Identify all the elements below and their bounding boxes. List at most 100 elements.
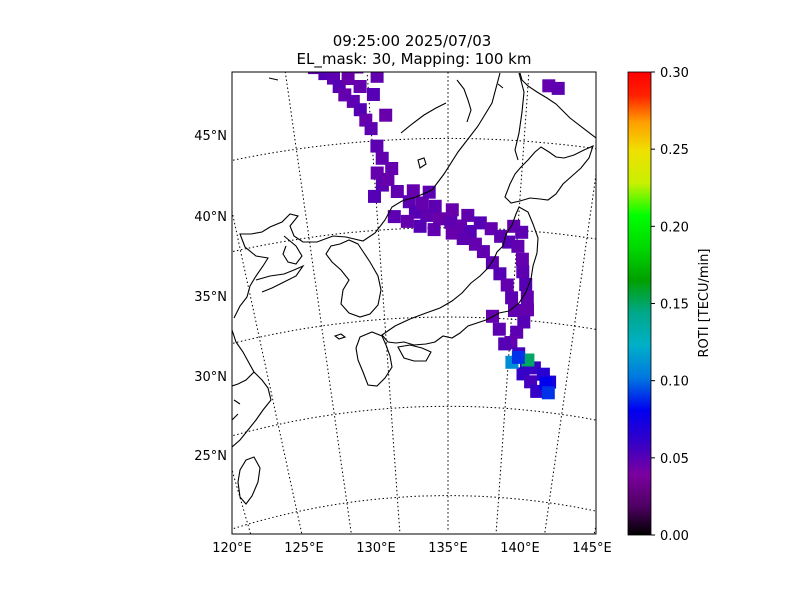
colorbar-label: ROTI [TECU/min] — [697, 249, 712, 358]
y-tick-label: 35°N — [194, 290, 227, 305]
y-tick-label: 45°N — [194, 129, 227, 144]
parallel-line — [232, 316, 596, 345]
roti-cell — [508, 304, 521, 317]
roti-cell — [341, 72, 355, 85]
roti-cell — [353, 103, 367, 117]
coastlines — [232, 72, 596, 505]
coastline-hokkaido — [504, 144, 594, 204]
coastline-bay-outline — [456, 79, 504, 123]
roti-cell — [516, 265, 530, 279]
roti-cell — [242, 53, 255, 66]
roti-cell — [266, 49, 279, 62]
roti-cell — [551, 81, 565, 95]
roti-cell — [492, 322, 506, 336]
roti-cell — [406, 184, 420, 198]
roti-cell — [364, 122, 378, 136]
roti-cell — [318, 72, 332, 81]
roti-cell — [379, 108, 393, 122]
roti-cell — [468, 237, 482, 251]
y-tick-label: 30°N — [194, 370, 227, 385]
roti-cell — [387, 210, 401, 224]
x-tick-label: 125°E — [284, 541, 324, 556]
colorbar-ticks: 0.00 0.05 0.10 0.15 0.20 0.25 0.30 — [651, 66, 689, 544]
coastline-shikoku — [397, 344, 432, 362]
roti-cell — [428, 199, 442, 213]
roti-cell — [381, 172, 395, 186]
roti-cell — [370, 139, 384, 153]
roti-cell — [445, 203, 459, 217]
roti-cell — [444, 215, 458, 229]
roti-cell — [427, 223, 441, 237]
roti-cell — [505, 291, 519, 305]
roti-cell — [515, 225, 529, 239]
roti-cell — [445, 226, 459, 240]
coastline-hainan-strait — [268, 77, 279, 81]
y-tick-label: 25°N — [194, 449, 227, 464]
roti-cell — [370, 166, 384, 180]
roti-cell — [541, 386, 555, 400]
roti-cell — [368, 189, 381, 203]
roti-cell — [511, 350, 525, 364]
map-frame — [231, 71, 597, 535]
parallel-line — [232, 495, 596, 530]
colorbar-tick-label: 0.05 — [660, 452, 689, 467]
roti-cell — [473, 216, 487, 230]
roti-cell — [370, 72, 384, 83]
meridian-line — [544, 171, 596, 534]
coastline-asia-mainland — [232, 72, 596, 448]
roti-cell — [510, 325, 524, 339]
x-tick-label: 135°E — [428, 541, 468, 556]
roti-cell — [366, 88, 380, 101]
roti-cell — [521, 303, 534, 317]
x-tick-label: 120°E — [212, 541, 252, 556]
coastline-small-island — [417, 157, 427, 169]
roti-cell — [517, 315, 531, 329]
graticule — [232, 72, 596, 534]
y-axis-ticks: 25°N 30°N 35°N 40°N 45°N — [194, 129, 227, 464]
roti-cell — [498, 337, 512, 351]
coastline-korea — [325, 239, 382, 318]
x-tick-label: 130°E — [356, 541, 396, 556]
x-axis-ticks: 120°E 125°E 130°E 135°E 140°E 145°E — [212, 541, 612, 556]
coastline-primorye-coast — [400, 102, 447, 134]
chart-subtitle: EL_mask: 30, Mapping: 100 km — [297, 50, 532, 69]
roti-cell — [253, 49, 266, 62]
map-area — [232, 49, 596, 534]
coastline-taiwan — [237, 456, 261, 505]
colorbar-tick-label: 0.15 — [660, 298, 689, 313]
roti-cell — [493, 267, 507, 281]
roti-cell — [511, 239, 525, 253]
coastline-honshu — [381, 206, 539, 346]
roti-cell — [519, 278, 533, 291]
roti-cell — [375, 151, 389, 165]
chart-title: 09:25:00 2025/07/03 — [333, 32, 492, 50]
roti-cell — [390, 185, 404, 198]
roti-cell — [500, 278, 514, 292]
roti-cell — [461, 208, 475, 222]
roti-cell — [280, 49, 293, 62]
roti-cells — [242, 49, 565, 400]
roti-cell — [385, 162, 399, 175]
colorbar-tick-label: 0.30 — [660, 66, 689, 81]
colorbar-tick-label: 0.10 — [660, 375, 689, 390]
roti-cell — [353, 80, 367, 93]
roti-cell — [415, 196, 429, 210]
roti-cell — [433, 212, 447, 226]
colorbar-tick-label: 0.25 — [660, 143, 689, 158]
coastline-kyushu — [355, 331, 393, 387]
x-tick-label: 145°E — [572, 541, 612, 556]
roti-cell — [413, 219, 427, 233]
roti-cell — [350, 72, 364, 74]
coastline-sakhalin — [514, 72, 525, 161]
roti-cell — [307, 72, 321, 75]
x-tick-label: 140°E — [500, 541, 540, 556]
roti-cell — [515, 252, 529, 266]
colorbar-gradient — [627, 71, 652, 536]
coastline-jeju — [333, 333, 347, 340]
y-tick-label: 40°N — [194, 210, 227, 225]
colorbar-tick-label: 0.00 — [660, 529, 689, 544]
coastline-shandong — [255, 264, 305, 293]
roti-cell — [520, 290, 534, 304]
coastline-bohai-bay — [282, 235, 303, 265]
